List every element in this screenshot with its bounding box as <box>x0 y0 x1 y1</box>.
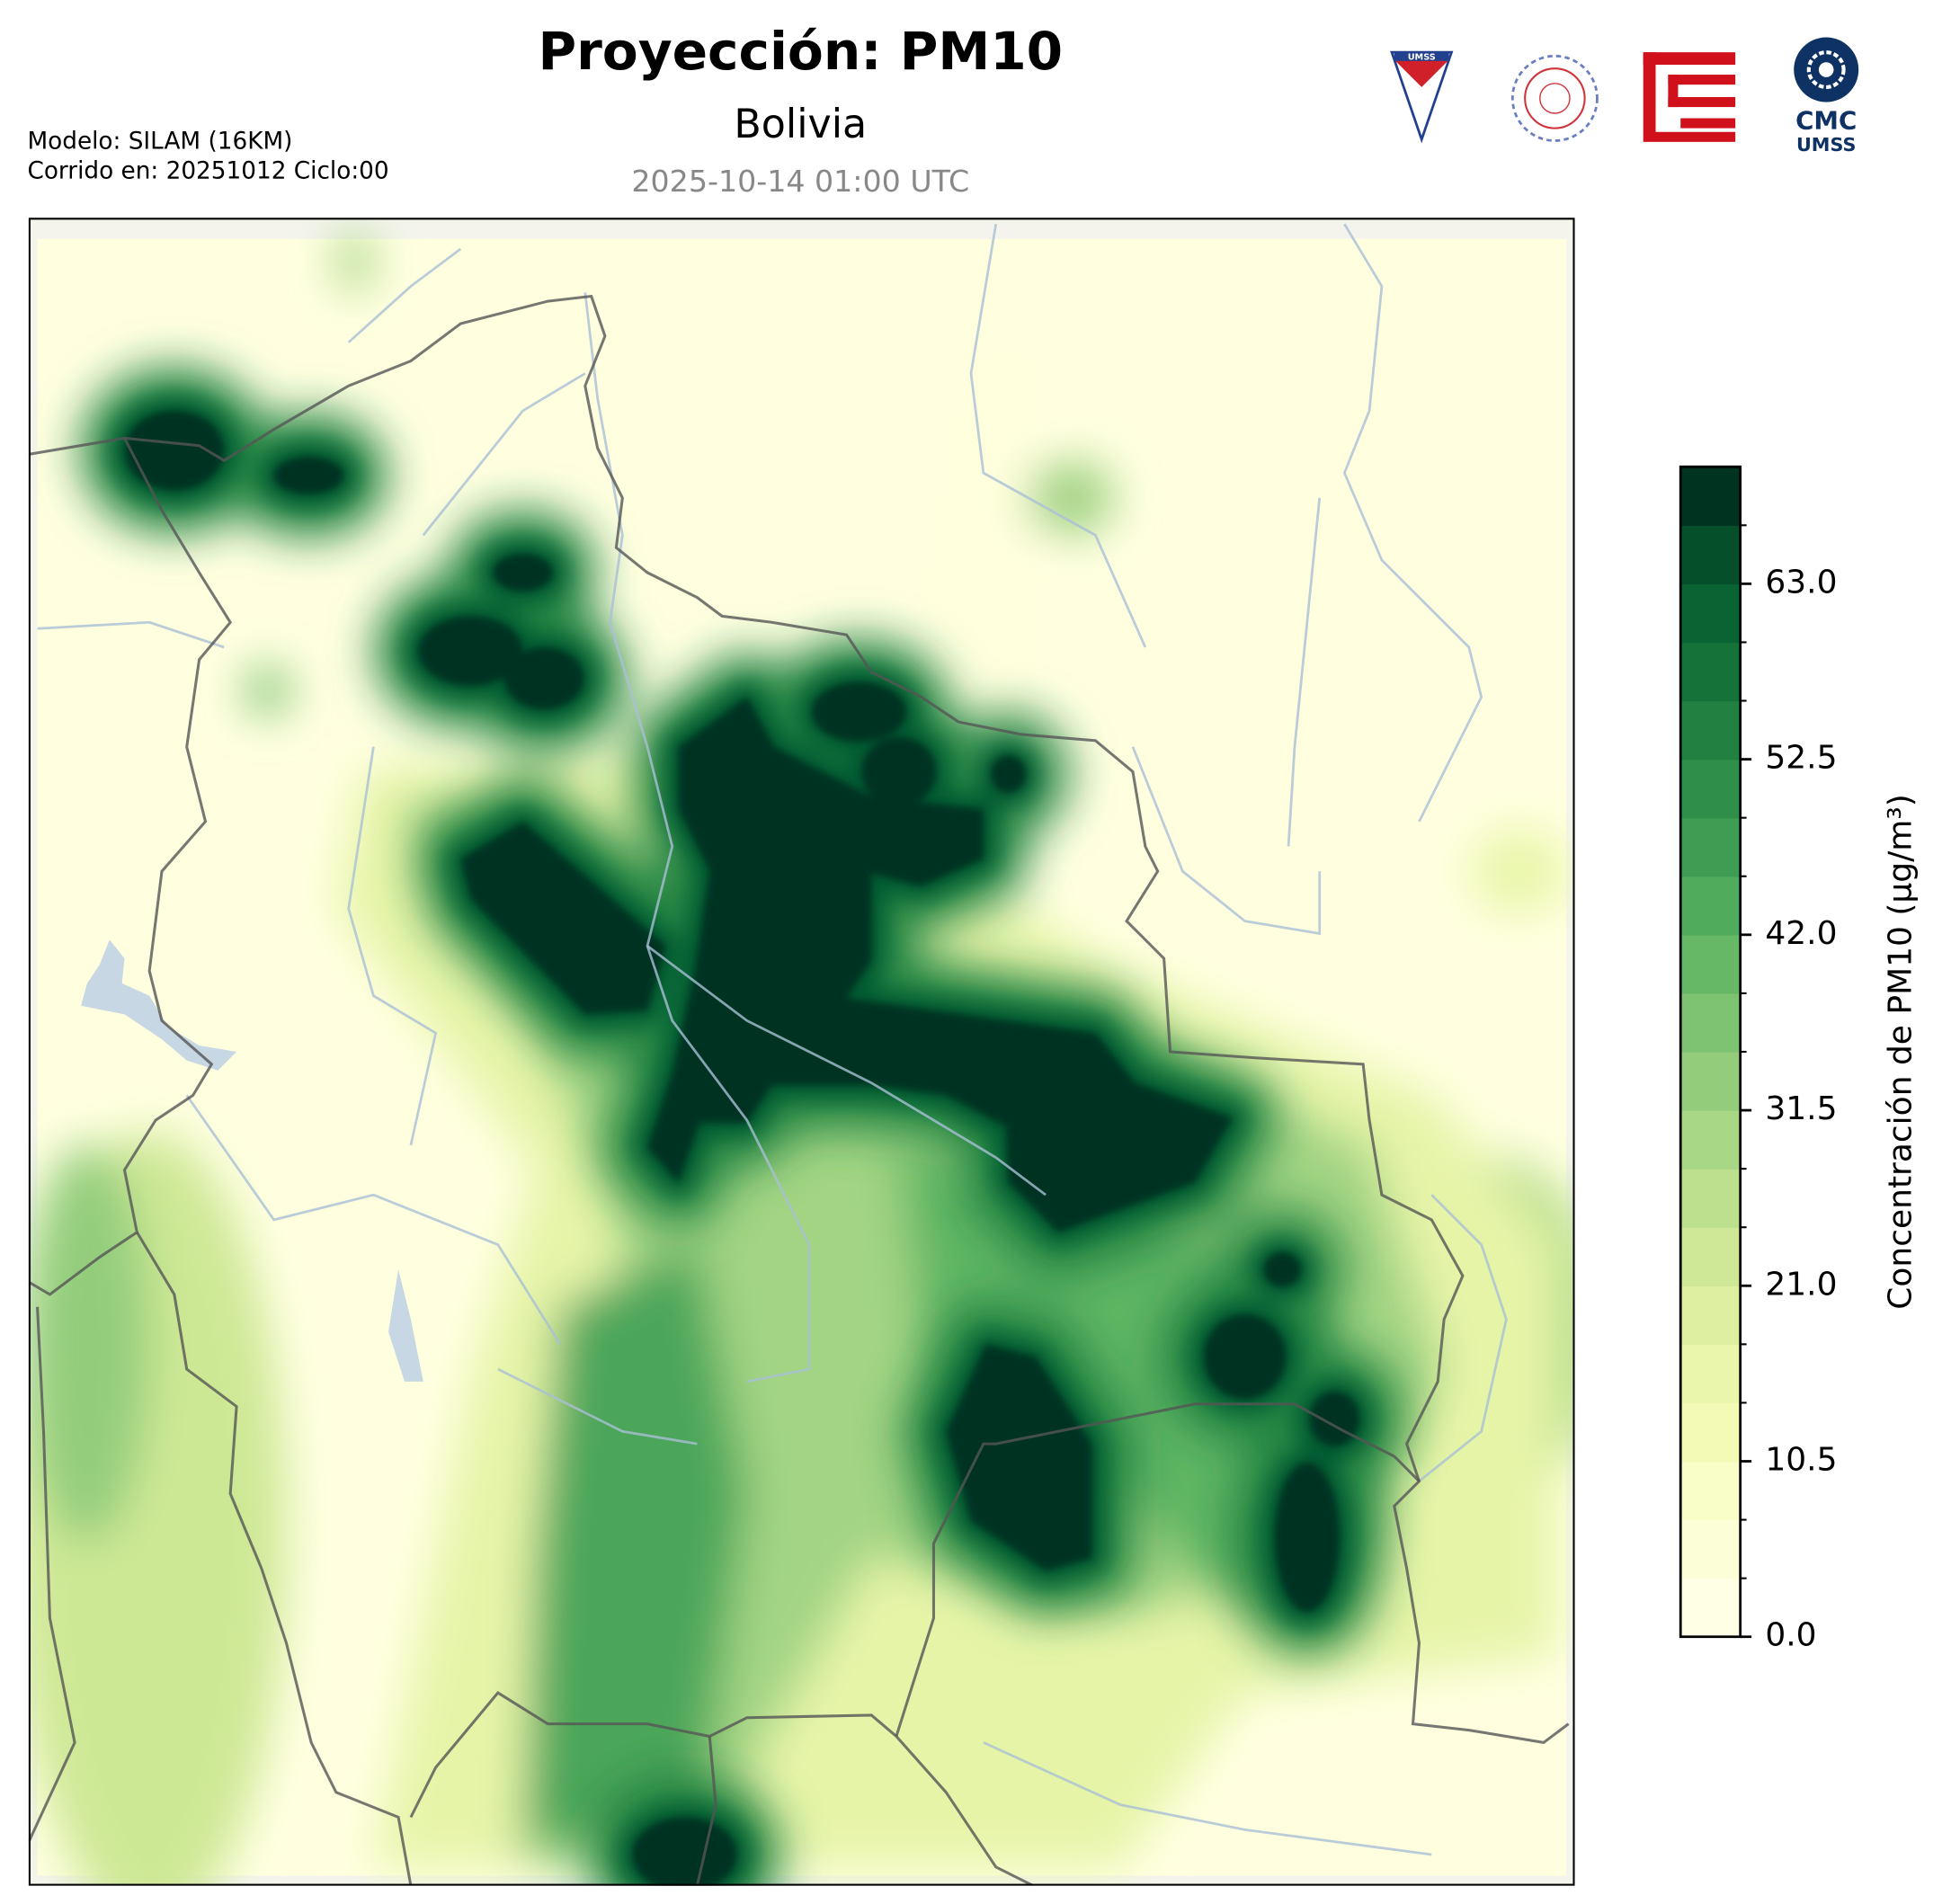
colorbar-tick-label: 52.5 <box>1765 740 1837 777</box>
colorbar-band <box>1680 1227 1741 1286</box>
colorbar-band <box>1680 1110 1741 1170</box>
run-info: Corrido en: 20251012 Ciclo:00 <box>27 158 388 185</box>
date: 2025-10-14 01:00 UTC <box>631 164 969 199</box>
colorbar-band <box>1680 817 1741 877</box>
subtitle: Bolivia <box>734 102 867 147</box>
logo-umss: UMSS <box>1390 50 1454 144</box>
colorbar-band <box>1680 583 1741 644</box>
colorbar-tick-label: 31.5 <box>1765 1090 1837 1127</box>
map <box>28 218 1575 1886</box>
logo-fisica <box>1510 54 1599 142</box>
logo-cmc: CMC UMSS <box>1794 37 1859 156</box>
colorbar-tick-label: 63.0 <box>1765 564 1837 601</box>
colorbar-band <box>1680 876 1741 936</box>
colorbar-band <box>1680 759 1741 819</box>
model-info: Modelo: SILAM (16KM) <box>27 128 292 155</box>
colorbar-tick-label: 0.0 <box>1765 1617 1816 1654</box>
logo-text: UMSS <box>1408 53 1436 63</box>
colorbar-band <box>1680 934 1741 994</box>
colorbar-band <box>1680 700 1741 761</box>
colorbar-band <box>1680 1344 1741 1404</box>
colorbar-frame <box>1679 465 1742 1639</box>
lake <box>388 1269 423 1382</box>
colorbar-band <box>1680 1461 1741 1521</box>
colorbar-band <box>1680 1578 1741 1638</box>
colorbar-band <box>1680 1286 1741 1346</box>
colorbar-tick-label: 42.0 <box>1765 915 1837 952</box>
colorbar-band <box>1680 1051 1741 1111</box>
colorbar-band <box>1680 642 1741 702</box>
colorbar: 0.0 10.5 21.0 31.5 42.0 52.5 63.0 <box>1679 465 1837 1654</box>
colorbar-band <box>1680 992 1741 1053</box>
colorbar-tick-label: 10.5 <box>1765 1442 1837 1479</box>
colorbar-band <box>1680 1402 1741 1463</box>
logo-text: UMSS <box>1796 134 1856 156</box>
colorbar-band <box>1680 467 1741 526</box>
logo-fcyt <box>1643 52 1736 142</box>
logo-text: CMC <box>1795 106 1857 136</box>
colorbar-label: Concentración de PM10 (µg/m³) <box>1883 794 1920 1309</box>
colorbar-band <box>1680 525 1741 585</box>
colorbar-band <box>1680 1519 1741 1579</box>
colorbar-tick-label: 21.0 <box>1765 1266 1837 1303</box>
lake <box>81 939 237 1071</box>
colorbar-band <box>1680 1169 1741 1228</box>
title: Proyección: PM10 <box>538 21 1063 82</box>
